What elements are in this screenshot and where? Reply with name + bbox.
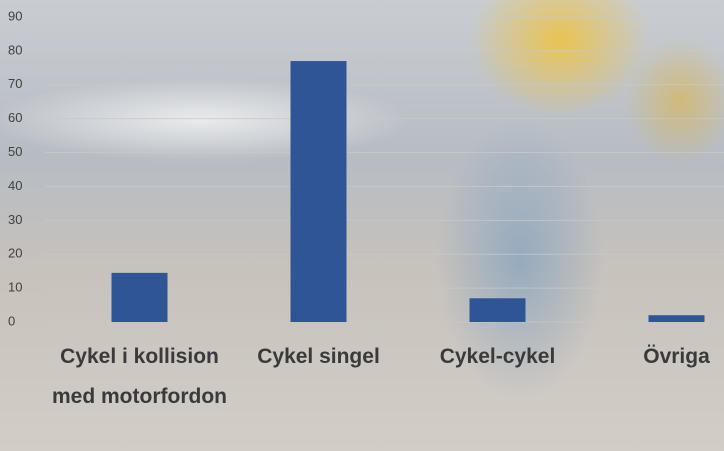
x-tick-label: Övriga (643, 345, 710, 368)
y-tick-label: 50 (8, 144, 22, 159)
bar (290, 61, 347, 323)
y-tick-label: 10 (8, 280, 22, 295)
y-tick-label: 80 (8, 42, 22, 57)
y-tick-label: 30 (8, 212, 22, 227)
y-tick-label: 90 (8, 8, 22, 23)
bar (648, 315, 705, 322)
y-tick-label: 40 (8, 178, 22, 193)
y-tick-label: 70 (8, 76, 22, 91)
bar (111, 272, 168, 322)
y-tick-label: 20 (8, 246, 22, 261)
x-tick-label: Cykel singel (257, 345, 380, 368)
bar (469, 298, 526, 322)
x-tick-label: Cykel-cykel (439, 345, 556, 368)
y-tick-label: 0 (8, 313, 15, 328)
x-tick-label: Cykel i kollision med motorfordon (52, 345, 227, 408)
y-tick-label: 60 (8, 110, 22, 125)
